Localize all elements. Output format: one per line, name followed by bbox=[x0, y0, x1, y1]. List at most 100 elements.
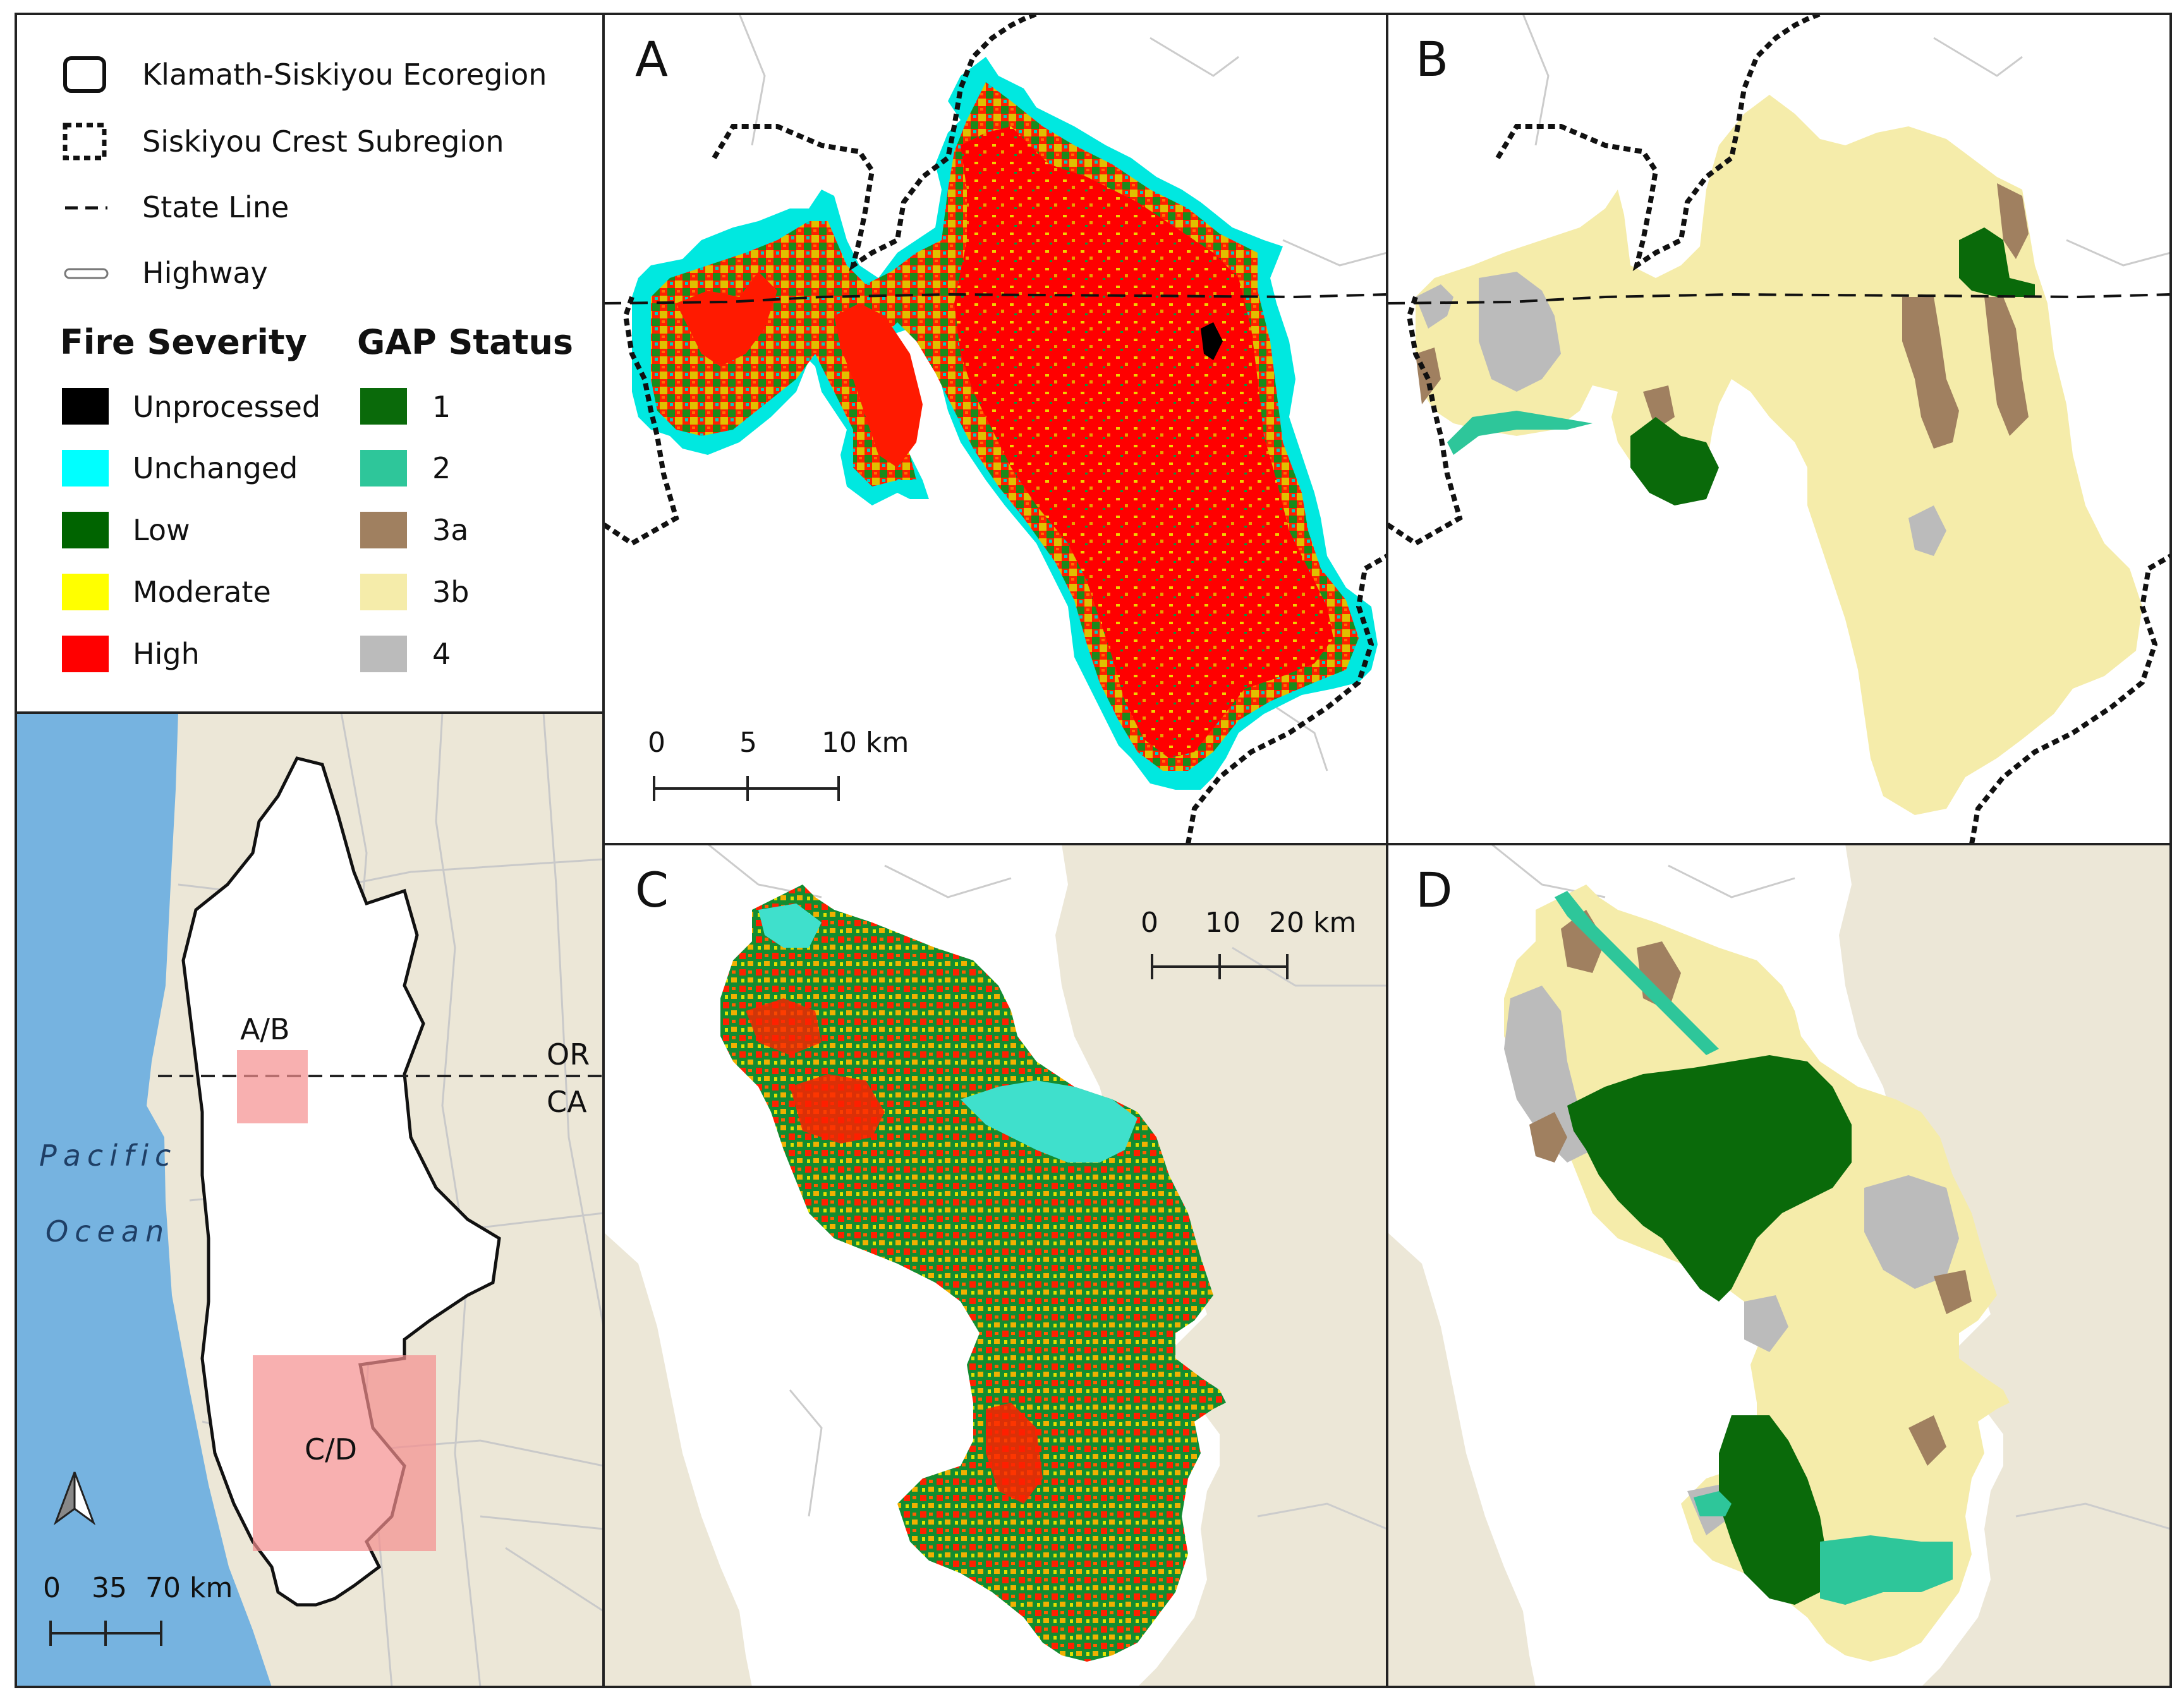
swatch-gap-3b bbox=[360, 574, 407, 610]
label-low: Low bbox=[133, 513, 190, 547]
state-label-ca: CA bbox=[547, 1085, 587, 1119]
panel-a-highways bbox=[738, 14, 1387, 771]
legend-item-highway: Highway bbox=[64, 256, 268, 290]
swatch-unprocessed bbox=[62, 388, 109, 425]
panel-a-fire-high-severity bbox=[954, 126, 1333, 758]
panel-a-subregion-boundary-south bbox=[1186, 553, 1387, 844]
ecoregion-outline-icon bbox=[63, 56, 106, 93]
label-gap-2: 2 bbox=[432, 451, 451, 485]
panel-c-land-east bbox=[1055, 844, 1387, 1687]
panel-c-high-patch-c bbox=[746, 998, 822, 1055]
swatch-gap-3a bbox=[360, 512, 407, 548]
ocean-label-line1: Pacific bbox=[39, 1139, 177, 1173]
panel-a-state-line bbox=[604, 293, 1387, 305]
panel-d-label: D bbox=[1416, 862, 1453, 918]
state-label-or: OR bbox=[547, 1037, 590, 1072]
panel-a-unprocessed bbox=[1201, 322, 1223, 360]
overview-scale-70: 70 km bbox=[145, 1572, 233, 1604]
north-arrow-icon bbox=[53, 1471, 96, 1526]
panel-b-gap-3a-east bbox=[1984, 297, 2029, 436]
panel-d-gap-1-south bbox=[1719, 1415, 1826, 1605]
panel-d-gap-2-south bbox=[1820, 1535, 1953, 1605]
panel-a-scale-10: 10 km bbox=[822, 727, 909, 759]
panel-d-gap-2-river-north bbox=[1555, 891, 1719, 1055]
panel-b-gap-4-patch bbox=[1908, 505, 1946, 556]
legend-label-state-line: State Line bbox=[142, 190, 289, 224]
panel-a-scale-5: 5 bbox=[739, 727, 757, 759]
highway-icon bbox=[64, 268, 109, 279]
panel-c-scale-0: 0 bbox=[1141, 907, 1158, 939]
panel-d-gap-2-patch bbox=[1694, 1491, 1732, 1516]
gap-status-title: GAP Status bbox=[357, 322, 573, 362]
gap-status-legend: 1 2 3a 3b 4 bbox=[360, 388, 469, 672]
fire-severity-title: Fire Severity bbox=[60, 322, 307, 362]
panel-c-unchanged-central bbox=[961, 1080, 1138, 1163]
swatch-gap-1 bbox=[360, 388, 407, 425]
label-unprocessed: Unprocessed bbox=[133, 390, 320, 424]
swatch-low bbox=[62, 512, 109, 548]
label-gap-1: 1 bbox=[432, 390, 451, 424]
label-gap-4: 4 bbox=[432, 637, 451, 671]
panel-b-gap-1-west bbox=[1630, 417, 1719, 505]
figure-frame bbox=[15, 13, 2172, 1688]
swatch-gap-4 bbox=[360, 636, 407, 672]
panel-b-subregion-boundary-south bbox=[1969, 553, 2171, 844]
panel-a-subregion-boundary-west bbox=[604, 296, 679, 547]
panel-c: C 0 10 20 km bbox=[602, 843, 1388, 1688]
extent-box-ab[interactable] bbox=[237, 1050, 308, 1123]
panel-c-scale-10: 10 bbox=[1205, 907, 1241, 939]
panel-c-label: C bbox=[635, 862, 669, 918]
panel-c-high-patch-b bbox=[986, 1403, 1043, 1504]
panel-b-gap-4-edge bbox=[1416, 284, 1453, 329]
label-high: High bbox=[133, 637, 200, 671]
subregion-outline-icon bbox=[63, 123, 107, 160]
panel-b-gap-2 bbox=[1447, 411, 1592, 455]
legend-label-highway: Highway bbox=[142, 256, 268, 290]
panel-a: A 0 5 10 km bbox=[602, 13, 1388, 845]
panel-b-highways bbox=[1522, 14, 2171, 267]
label-gap-3a: 3a bbox=[432, 513, 468, 547]
extent-box-cd[interactable] bbox=[253, 1355, 436, 1551]
panel-d-land-east bbox=[1839, 844, 2171, 1687]
panel-d-land-west bbox=[1387, 1232, 1536, 1687]
legend-item-state-line: State Line bbox=[65, 190, 289, 224]
extent-label-ab: A/B bbox=[240, 1012, 290, 1046]
panel-a-scale-0: 0 bbox=[648, 727, 665, 759]
panel-d: D bbox=[1386, 843, 2172, 1688]
panel-b-subregion-boundary-north bbox=[1495, 14, 1821, 272]
panel-a-fire-high-central bbox=[834, 303, 923, 468]
panel-b-gap-3a-west bbox=[1643, 385, 1675, 430]
swatch-unchanged bbox=[62, 450, 109, 486]
panel-c-high-patch-a bbox=[790, 1074, 885, 1144]
legend-item-subregion: Siskiyou Crest Subregion bbox=[63, 123, 504, 160]
panel-c-land-west bbox=[604, 1232, 752, 1687]
panel-a-label: A bbox=[635, 31, 668, 87]
overview-map: A/B C/D OR CA Pacific Ocean 0 35 70 km bbox=[16, 713, 604, 1687]
panel-b-gap-1-north bbox=[1959, 227, 2035, 297]
overview-scale-bar: 0 35 70 km bbox=[43, 1572, 233, 1646]
panel-d-gap-3a-west bbox=[1529, 1112, 1567, 1163]
label-gap-3b: 3b bbox=[432, 575, 469, 609]
ocean-label-line2: Ocean bbox=[46, 1214, 170, 1248]
panel-b-gap-3a-northeast bbox=[1997, 183, 2029, 259]
overview-scale-0: 0 bbox=[43, 1572, 61, 1604]
panel-d-gap-4-east bbox=[1864, 1175, 1959, 1289]
legend: Klamath-Siskiyou Ecoregion Siskiyou Cres… bbox=[15, 13, 605, 714]
panel-c-scale-bar: 0 10 20 km bbox=[1141, 907, 1356, 979]
panel-a-scale-bar: 0 5 10 km bbox=[648, 727, 909, 801]
panel-d-gap-4-south bbox=[1744, 1295, 1788, 1352]
panel-c-unchanged-north bbox=[758, 903, 822, 948]
panel-b-gap-3a-north bbox=[1902, 297, 1959, 449]
legend-label-subregion: Siskiyou Crest Subregion bbox=[142, 124, 504, 159]
label-unchanged: Unchanged bbox=[133, 451, 298, 485]
legend-item-ecoregion: Klamath-Siskiyou Ecoregion bbox=[63, 56, 547, 93]
panel-b-subregion-boundary-west bbox=[1387, 296, 1463, 547]
extent-label-cd: C/D bbox=[305, 1432, 357, 1466]
pacific-ocean bbox=[16, 713, 272, 1687]
legend-label-ecoregion: Klamath-Siskiyou Ecoregion bbox=[142, 57, 547, 92]
panel-d-gap-1-north bbox=[1567, 1055, 1852, 1302]
swatch-moderate bbox=[62, 574, 109, 610]
fire-severity-legend: Unprocessed Unchanged Low Moderate High bbox=[62, 388, 320, 672]
panel-b-state-line bbox=[1387, 293, 2171, 305]
